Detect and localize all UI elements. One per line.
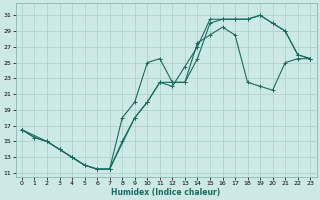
X-axis label: Humidex (Indice chaleur): Humidex (Indice chaleur): [111, 188, 221, 197]
